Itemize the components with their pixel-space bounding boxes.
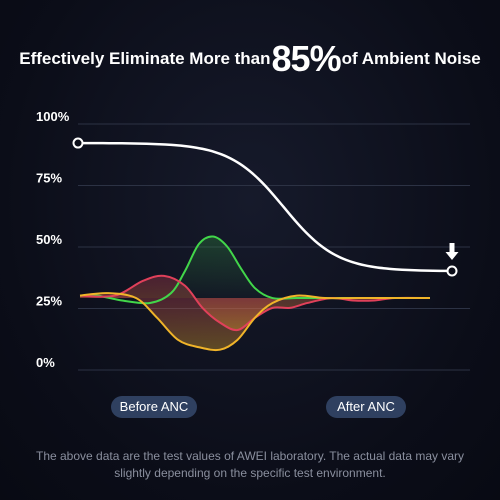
after-anc-label: After ANC	[326, 396, 406, 418]
footnote: The above data are the test values of AW…	[35, 449, 464, 480]
grid-lines	[78, 123, 470, 371]
wave-fill	[80, 293, 430, 351]
wave-fills	[80, 236, 430, 351]
y-tick-label: 75%	[36, 171, 62, 186]
wave-line	[79, 292, 430, 352]
headline: Effectively Eliminate More than85%of Amb…	[0, 38, 500, 80]
headline-prefix: Effectively Eliminate More than	[19, 49, 271, 68]
headline-suffix: of Ambient Noise	[341, 49, 481, 68]
reduction-curve	[77, 141, 453, 273]
end-point	[446, 265, 458, 277]
y-tick-label: 25%	[36, 294, 62, 309]
start-point	[72, 137, 84, 149]
reduction-curve-group	[72, 137, 459, 277]
headline-value: 85%	[271, 38, 342, 79]
y-tick-label: 100%	[36, 109, 70, 124]
y-tick-label: 50%	[36, 232, 62, 247]
y-tick-label: 0%	[36, 355, 55, 370]
before-anc-label: Before ANC	[111, 396, 197, 418]
y-axis-ticks: 100% 75% 50% 25% 0%	[36, 109, 70, 370]
wave-fill	[80, 236, 430, 304]
down-arrow-icon	[445, 242, 459, 260]
wave-lines	[79, 235, 431, 352]
